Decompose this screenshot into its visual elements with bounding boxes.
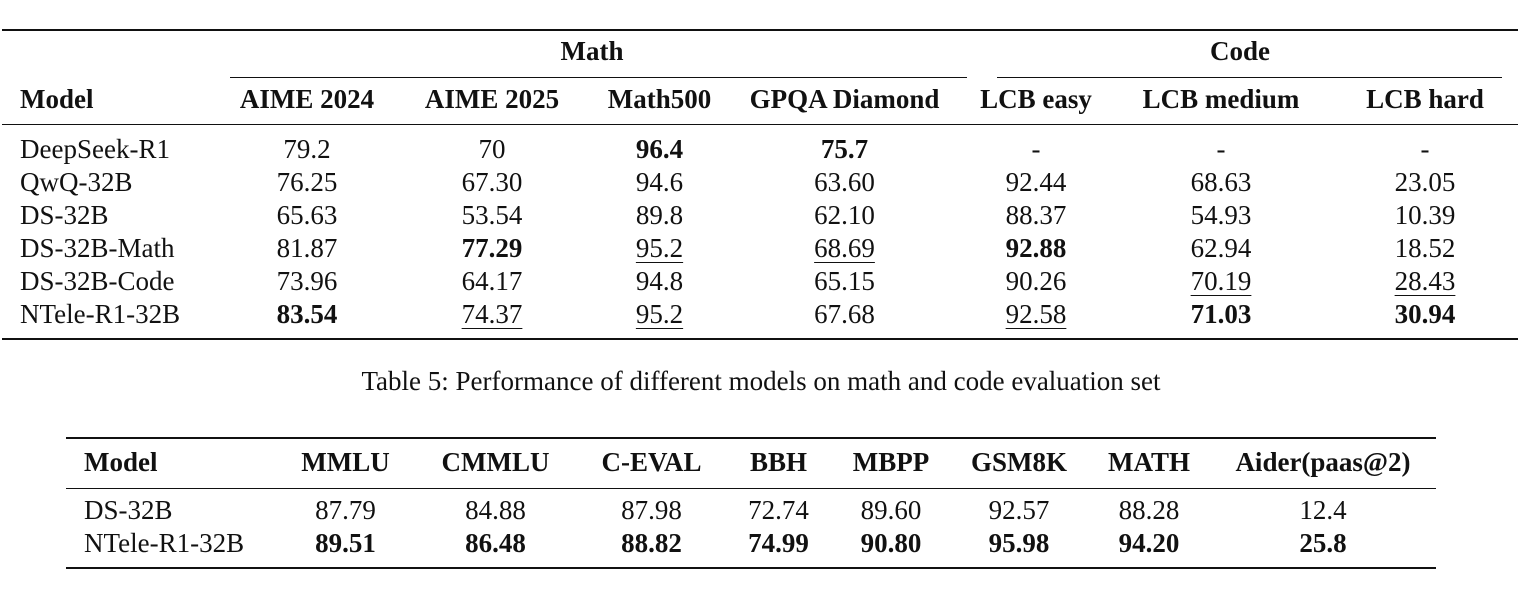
col-aime-2024: AIME 2024 [239,83,375,114]
table-row: DS-32B-Code 73.96 64.17 94.8 65.15 90.26… [20,266,1456,296]
col-cmmlu: CMMLU [441,447,550,477]
col-lcb-easy: LCB easy [980,83,1092,114]
table-row: NTele-R1-32B 83.54 74.37 95.2 67.68 92.5… [20,299,1456,329]
table5-top-rule [2,29,1518,31]
table6: Model MMLU CMMLU C-EVAL BBH MBPP GSM8K M… [66,437,1436,560]
table5-caption: Table 5: Performance of different models… [361,366,1161,396]
table5-header-rule [2,124,1518,125]
col-mmlu: MMLU [301,447,390,477]
table-row: DS-32B 65.63 53.54 89.8 62.10 88.37 54.9… [20,200,1456,230]
table5-bottom-rule [2,338,1518,340]
col-lcb-medium: LCB medium [1142,83,1300,114]
col-math500: Math500 [607,83,712,114]
table6-header-rule [66,488,1436,489]
table-row: DS-32B 87.79 84.88 87.98 72.74 89.60 92.… [84,495,1347,525]
col-math: MATH [1108,447,1190,477]
col-aime-2025: AIME 2025 [424,83,560,114]
col-c-eval: C-EVAL [601,447,702,477]
math-group-header: Math [560,36,624,66]
col-gsm8k: GSM8K [970,447,1067,477]
table-row: DS-32B-Math 81.87 77.29 95.2 68.69 92.88… [20,233,1456,263]
table6-bottom-rule [66,567,1436,569]
col-bbh: BBH [749,447,808,477]
table5: Math Code Model AIME 2024 AIME 2025 Math… [2,28,1518,331]
table6-top-rule [66,437,1436,439]
col-aider: Aider(paas@2) [1235,447,1411,477]
col-model: Model [20,83,94,114]
table-row: DeepSeek-R1 79.2 70 96.4 75.7 - - - [20,134,1430,164]
math-group-rule [230,77,967,78]
code-group-header: Code [1210,36,1270,66]
col-lcb-hard: LCB hard [1366,83,1484,114]
col-mbpp: MBPP [852,447,930,477]
col-gpqa-diamond: GPQA Diamond [749,83,940,114]
table-row: QwQ-32B 76.25 67.30 94.6 63.60 92.44 68.… [20,167,1456,197]
table-row: NTele-R1-32B 89.51 86.48 88.82 74.99 90.… [84,528,1347,558]
col-model: Model [84,447,158,477]
code-group-rule [997,77,1502,78]
